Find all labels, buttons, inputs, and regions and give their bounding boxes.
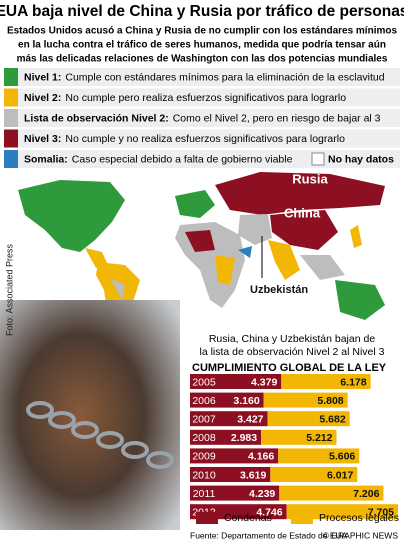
map-label: China: [284, 205, 321, 220]
map-label: Rusia: [292, 171, 328, 186]
value-label: 3.427: [237, 413, 263, 425]
legend-swatch: [4, 88, 18, 107]
legend-label: Procesos legales: [319, 512, 399, 524]
no-data-label: No hay datos: [328, 153, 394, 165]
bar: [218, 467, 271, 482]
no-data-swatch: [311, 152, 325, 166]
value-label: 4.166: [248, 451, 274, 463]
legend-description: No cumple pero realiza esfuerzos signifi…: [65, 92, 346, 104]
value-label: 4.746: [256, 506, 282, 518]
bar: [218, 448, 279, 464]
subtitle: más las delicadas relaciones de Washingt…: [17, 54, 388, 65]
year-background: [190, 392, 218, 408]
bar: [218, 504, 287, 520]
year-background: [190, 411, 218, 427]
legend-row: [4, 109, 400, 127]
note: Rusia, China y Uzbekistán bajan de: [209, 333, 376, 345]
world-map: [18, 172, 385, 325]
legend-row: [4, 129, 400, 148]
photo-chain: [26, 401, 174, 469]
bar: [286, 504, 398, 520]
legend-text: Nivel 2: No cumple pero realiza esfuerzos…: [24, 92, 346, 104]
bar: [279, 485, 384, 501]
legend-label: Nivel 2:: [24, 92, 61, 104]
year-background: [190, 429, 218, 445]
legend-description: Caso especial debido a falta de gobierno…: [72, 153, 293, 165]
bar: [218, 429, 262, 445]
bar: [267, 411, 350, 427]
y-tick-label: 2008: [192, 432, 216, 444]
value-label: 3.160: [233, 395, 259, 407]
bar: [278, 448, 360, 464]
legend-description: No cumple y no realiza esfuerzos signifi…: [65, 133, 345, 145]
bar: [281, 374, 371, 389]
subtitle: en la lucha contra el tráfico de seres h…: [18, 40, 386, 51]
legend-text: Nivel 3: No cumple y no realiza esfuerzos…: [24, 133, 345, 145]
legend-description: Cumple con estándares mínimos para la el…: [65, 71, 384, 83]
legend-swatch: [4, 150, 18, 168]
bar: [218, 411, 268, 427]
value-label: 7.705: [368, 506, 394, 518]
y-tick-label: 2011: [193, 488, 216, 500]
value-label: 5.682: [319, 413, 345, 425]
title: EUA baja nivel de China y Rusia por tráf…: [0, 3, 404, 20]
value-label: 6.017: [327, 469, 353, 481]
legend-text: Somalia: Caso especial debido a falta de …: [24, 153, 293, 165]
value-label: 5.808: [317, 395, 343, 407]
legend-row: [4, 150, 400, 168]
value-label: 4.239: [249, 488, 275, 500]
credit: © GRAPHIC NEWS: [323, 530, 399, 540]
legend-swatch: [196, 512, 218, 524]
subtitle: Estados Unidos acusó a China y Rusia de …: [7, 26, 398, 37]
legend-label: Nivel 1:: [24, 71, 61, 83]
y-tick-label: 2005: [192, 376, 216, 388]
value-label: 2.983: [231, 432, 257, 444]
legend-text: Lista de observación Nivel 2: Como el Niv…: [24, 112, 381, 124]
chart-title: CUMPLIMIENTO GLOBAL DE LA LEY: [192, 362, 387, 374]
y-tick-label: 2006: [192, 395, 216, 407]
value-label: 6.178: [340, 376, 366, 388]
legend-swatch: [4, 129, 18, 148]
legend-text: Nivel 1: Cumple con estándares mínimos pa…: [24, 71, 385, 83]
map-label: Uzbekistán: [250, 284, 308, 296]
bar: [263, 392, 348, 408]
bar: [261, 429, 337, 445]
bar: [218, 485, 280, 501]
legend-label: Somalia:: [24, 153, 68, 165]
legend-swatch: [4, 109, 18, 127]
y-tick-label: 2009: [192, 451, 216, 463]
year-background: [190, 485, 218, 501]
source: Fuente: Departamento de Estado de EUA: [190, 530, 348, 540]
bar: [218, 392, 264, 408]
bar: [218, 374, 282, 389]
legend-swatch: [4, 68, 18, 86]
y-tick-label: 2010: [192, 469, 216, 481]
bar: [270, 467, 358, 482]
legend-label: Nivel 3:: [24, 133, 61, 145]
legend-label: Condenas: [224, 512, 272, 524]
year-background: [190, 467, 218, 482]
value-label: 7.206: [353, 488, 379, 500]
photo-credit: Foto: Associated Press: [4, 243, 14, 336]
value-label: 5.606: [329, 451, 355, 463]
value-label: 5.212: [306, 432, 332, 444]
note: la lista de observación Nivel 2 al Nivel…: [199, 346, 384, 358]
y-tick-label: 2007: [192, 413, 216, 425]
year-background: [190, 448, 218, 464]
value-label: 3.619: [240, 469, 266, 481]
photo: [0, 300, 180, 530]
legend-row: [4, 88, 400, 107]
legend-swatch: [291, 512, 313, 524]
year-background: [190, 374, 218, 389]
legend-description: Como el Nivel 2, pero en riesgo de bajar…: [173, 112, 381, 124]
legend-row: [4, 68, 400, 86]
value-label: 4.379: [251, 376, 277, 388]
legend-label: Lista de observación Nivel 2:: [24, 112, 169, 124]
